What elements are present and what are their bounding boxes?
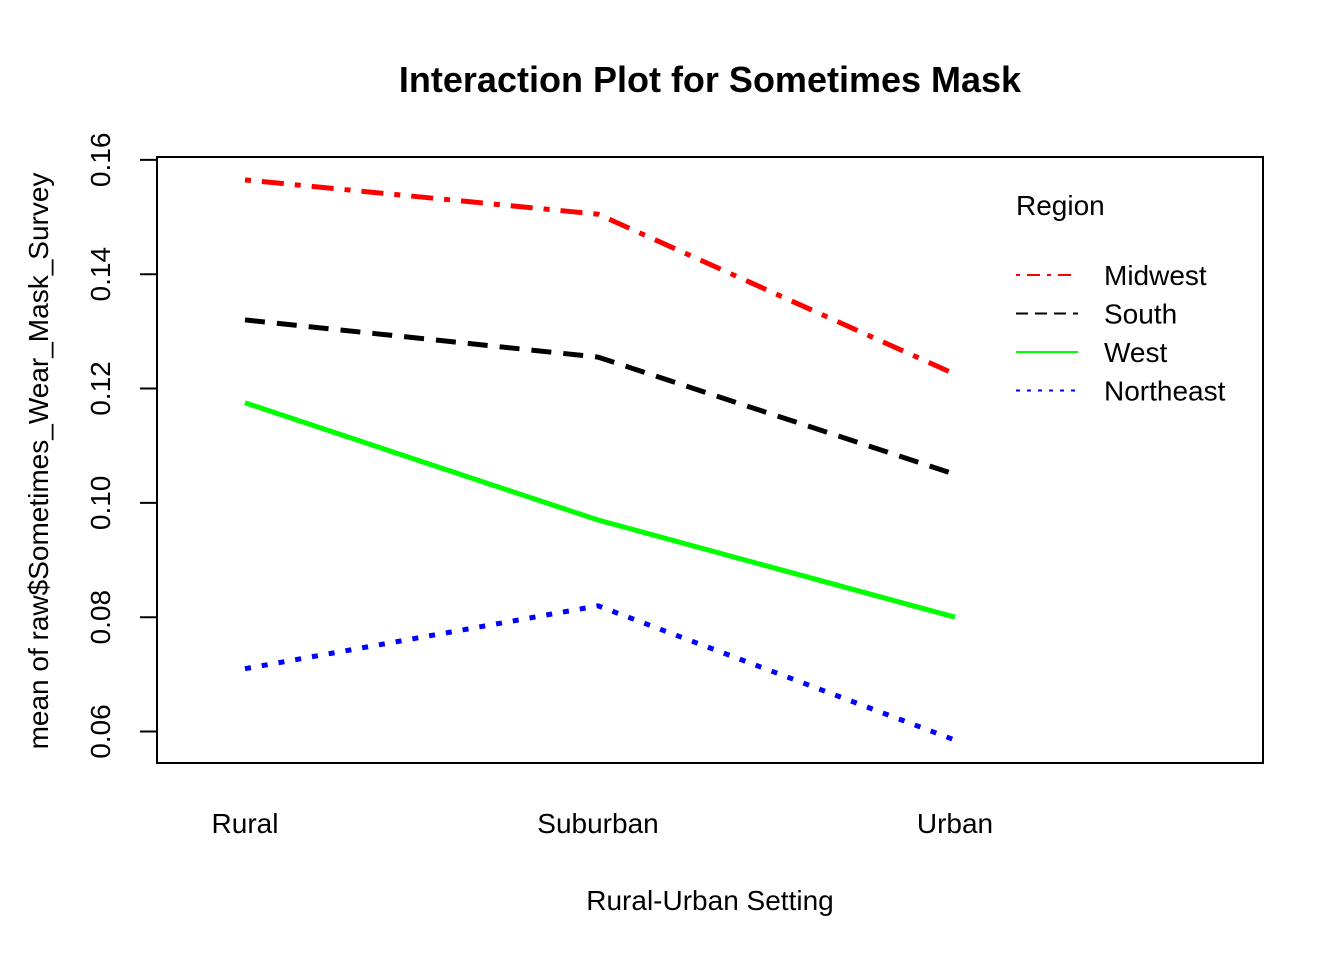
y-tick-label: 0.08 — [85, 590, 116, 645]
plot-frame — [156, 156, 1264, 764]
x-tick-label: Rural — [212, 808, 279, 839]
y-tick-label: 0.12 — [85, 361, 116, 416]
x-axis-label: Rural-Urban Setting — [586, 885, 833, 916]
legend-label-midwest: Midwest — [1104, 260, 1207, 291]
y-tick-label: 0.16 — [85, 133, 116, 188]
y-tick-label: 0.10 — [85, 476, 116, 530]
x-axis: Rural Suburban Urban — [212, 808, 994, 839]
legend-label-west: West — [1104, 337, 1167, 368]
y-tick-label: 0.14 — [85, 247, 116, 302]
legend-label-south: South — [1104, 299, 1177, 330]
series-line-midwest — [244, 177, 957, 377]
x-tick-label: Suburban — [537, 808, 658, 839]
legend-title: Region — [1016, 190, 1105, 221]
legend-label-northeast: Northeast — [1104, 376, 1226, 407]
y-tick-label: 0.06 — [85, 704, 116, 759]
y-axis-label: mean of raw$Sometimes_Wear_Mask_Survey — [23, 173, 54, 750]
series-lines — [244, 177, 957, 743]
series-line-northeast — [244, 603, 956, 743]
y-axis: 0.06 0.08 0.10 0.12 0.14 0.16 — [85, 133, 158, 759]
chart-title: Interaction Plot for Sometimes Mask — [399, 59, 1022, 100]
series-line-south — [244, 317, 956, 477]
series-line-west — [244, 400, 956, 620]
x-tick-label: Urban — [917, 808, 993, 839]
legend: Region Midwest South West Northeast — [1016, 190, 1226, 407]
